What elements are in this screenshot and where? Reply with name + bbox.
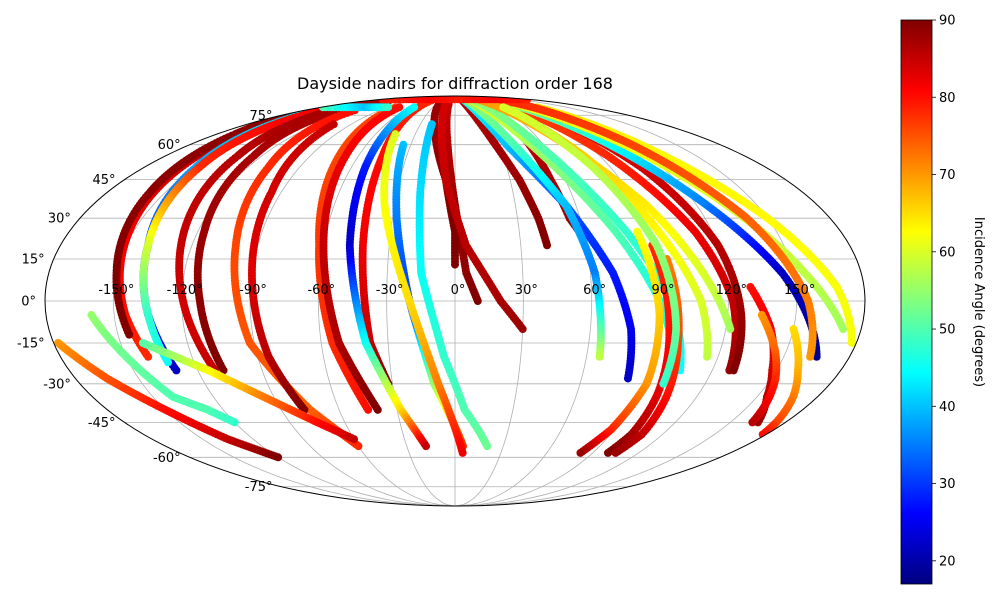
- colorbar-tick-label: 40: [939, 400, 956, 415]
- x-tick-label: -90°: [239, 283, 267, 298]
- colorbar: 20 30 40 50 60 70 80 90 Incidence Angle (degree…: [900, 14, 986, 585]
- y-tick-label: 0°: [21, 295, 36, 310]
- data-point: [164, 358, 173, 367]
- scatter-points: [54, 96, 856, 462]
- colorbar-tick-label: 70: [939, 168, 956, 183]
- data-point: [384, 103, 393, 112]
- y-tick-label: 15°: [22, 253, 45, 268]
- data-point: [230, 418, 239, 427]
- data-point: [364, 405, 373, 414]
- data-point: [839, 325, 848, 334]
- data-point: [726, 325, 735, 334]
- data-point: [623, 374, 632, 383]
- colorbar-label: Incidence Angle (degrees): [971, 217, 986, 387]
- data-point: [422, 442, 431, 451]
- y-tick-label: 45°: [93, 173, 116, 188]
- data-point: [451, 260, 459, 269]
- y-tick-label: -45°: [88, 416, 116, 431]
- data-point: [518, 325, 527, 334]
- x-tick-label: 0°: [451, 283, 466, 298]
- colorbar-tick-label: 60: [939, 245, 956, 260]
- x-tick-label: -60°: [307, 283, 335, 298]
- colorbar-tick-label: 80: [939, 91, 956, 106]
- data-point: [748, 418, 757, 427]
- data-point: [603, 448, 612, 457]
- data-point: [125, 330, 134, 339]
- data-point: [373, 405, 382, 414]
- colorbar-tick-label: 20: [939, 554, 956, 569]
- y-tick-label: -60°: [153, 451, 181, 466]
- colorbar-tick-label: 50: [939, 323, 956, 338]
- y-tick-label: -30°: [43, 377, 71, 392]
- data-point: [350, 435, 359, 444]
- data-point: [483, 442, 492, 451]
- x-tick-label: 150°: [784, 283, 815, 298]
- y-tick-label: 30°: [48, 212, 71, 227]
- chart-title: Dayside nadirs for diffraction order 168: [297, 74, 613, 93]
- data-point: [595, 352, 604, 361]
- data-point: [458, 448, 467, 457]
- x-tick-label: 120°: [716, 283, 747, 298]
- data-point: [729, 366, 738, 375]
- y-tick-label: -75°: [245, 480, 273, 495]
- data-point: [611, 448, 620, 457]
- data-point: [172, 366, 181, 375]
- x-tick-label: -120°: [167, 283, 203, 298]
- data-point: [144, 352, 153, 361]
- x-tick-label: -150°: [98, 283, 134, 298]
- data-point: [806, 352, 815, 361]
- colorbar-tick-label: 90: [939, 14, 956, 29]
- data-point: [703, 352, 712, 361]
- colorbar-tick-label: 30: [939, 477, 956, 492]
- y-tick-label: 60°: [158, 138, 181, 153]
- x-tick-label: 30°: [515, 283, 538, 298]
- data-point: [354, 442, 363, 451]
- colorbar-bar: [900, 19, 933, 585]
- x-tick-label: 90°: [651, 283, 674, 298]
- x-tick-label: 60°: [583, 283, 606, 298]
- data-point: [659, 379, 668, 388]
- x-tick-label: -30°: [376, 283, 404, 298]
- data-point: [274, 453, 283, 462]
- data-point: [543, 241, 552, 250]
- y-tick-label: -15°: [17, 336, 45, 351]
- colorbar-ticks: 20 30 40 50 60 70 80 90: [932, 14, 956, 569]
- y-tick-label: 75°: [249, 109, 272, 124]
- data-point: [473, 297, 482, 305]
- data-point: [576, 448, 585, 457]
